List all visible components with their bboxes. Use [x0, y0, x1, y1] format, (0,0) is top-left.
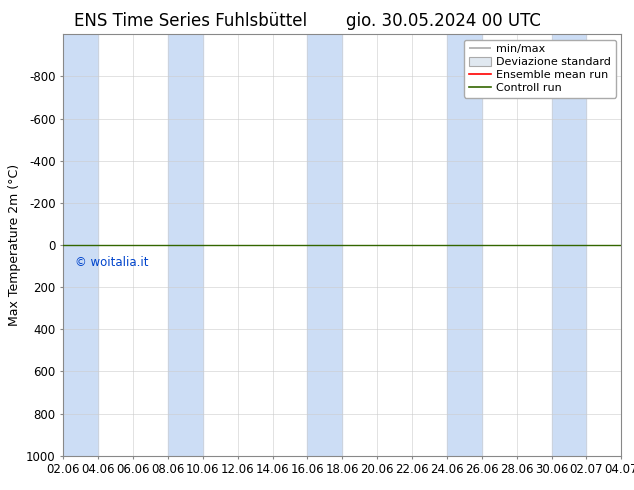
- Bar: [447, 34, 482, 456]
- Y-axis label: Max Temperature 2m (°C): Max Temperature 2m (°C): [8, 164, 20, 326]
- Text: © woitalia.it: © woitalia.it: [75, 256, 148, 269]
- Text: ENS Time Series Fuhlsbüttel: ENS Time Series Fuhlsbüttel: [74, 12, 307, 30]
- Legend: min/max, Deviazione standard, Ensemble mean run, Controll run: min/max, Deviazione standard, Ensemble m…: [464, 40, 616, 98]
- Bar: [552, 34, 586, 456]
- Bar: [307, 34, 342, 456]
- Text: gio. 30.05.2024 00 UTC: gio. 30.05.2024 00 UTC: [346, 12, 541, 30]
- Bar: [63, 34, 98, 456]
- Bar: [168, 34, 203, 456]
